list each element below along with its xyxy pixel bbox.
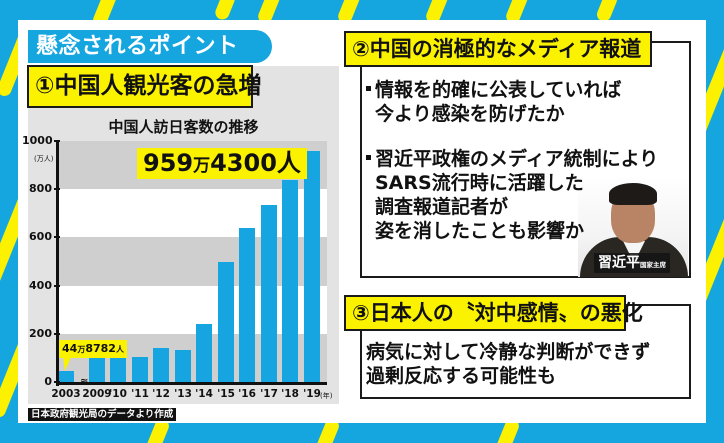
photo-caption: 習近平国家主席: [594, 253, 670, 273]
x-tick-label: '14: [195, 388, 213, 400]
y-tick-mark: [54, 140, 60, 142]
callout-pointer: [63, 357, 71, 371]
bullet-item: 情報を的確に公表していれば 今より感染を防げたか: [366, 78, 621, 126]
y-tick-label: 1000: [22, 134, 53, 147]
axis-break-icon: ≈: [80, 376, 89, 387]
callout-unit: 人: [115, 345, 124, 354]
y-tick-mark: [54, 188, 60, 191]
chart-bar: [196, 323, 212, 382]
x-tick-label: '17: [260, 388, 278, 400]
chart-title: 中国人訪日客数の推移: [108, 118, 259, 136]
callout-latest-value: 959万4300人: [137, 148, 307, 179]
text-line: 過剰反応する可能性も: [366, 365, 557, 387]
text-line: 病気に対して冷静な判断ができず: [366, 341, 651, 363]
photo-hair: [609, 183, 657, 205]
page-title: 懸念されるポイント: [28, 30, 272, 63]
y-tick-mark: [54, 284, 60, 287]
y-tick-mark: [54, 332, 60, 335]
callout-number: 4300: [210, 149, 277, 177]
caption-title: 国家主席: [640, 261, 666, 269]
x-tick-label: '13: [174, 388, 192, 400]
person-photo: 習近平国家主席: [578, 175, 688, 277]
x-tick-label: '15: [217, 388, 235, 400]
caption-name: 習近平: [598, 255, 640, 271]
x-tick-label: '10: [109, 388, 127, 400]
decorative-stripe: [213, 0, 237, 22]
section3-heading: ③日本人の〝対中感情〟の悪化: [344, 295, 643, 331]
callout-unit: 人: [276, 149, 301, 177]
bullet-line: 姿を消したことも影響か: [375, 220, 585, 242]
bullet-line: 調査報道記者が: [375, 196, 509, 218]
callout-number: 8782: [85, 342, 116, 355]
callout-first-value: 44万8782人: [59, 340, 127, 358]
x-tick-label: '18: [281, 388, 299, 400]
callout-unit: 万: [77, 345, 86, 354]
y-tick-mark: [54, 236, 60, 239]
x-axis: [56, 382, 327, 385]
bullet-line: 情報を的確に公表していれば: [375, 79, 622, 101]
chart-bar: [58, 371, 74, 382]
y-tick-label: 200: [29, 326, 52, 340]
chart-bar: [153, 347, 169, 382]
bullet-item: 習近平政権のメディア統制により SARS流行時に活躍した 調査報道記者が 姿を消…: [366, 147, 658, 243]
x-axis-unit: (年): [320, 392, 333, 400]
chart-bar: [89, 357, 105, 382]
chart-bar: [175, 350, 191, 382]
chart-bar: [282, 180, 298, 382]
y-tick-label: 0: [44, 375, 52, 388]
bullet-icon: [366, 155, 371, 160]
callout-number: 44: [62, 342, 78, 355]
y-tick-label: 400: [29, 278, 52, 292]
callout-number: 959: [143, 149, 194, 177]
x-tick-label: '11: [131, 388, 149, 400]
section3-text: 病気に対して冷静な判断ができず 過剰反応する可能性も: [366, 340, 650, 388]
y-tick-mark: [54, 381, 60, 383]
bullet-line: 習近平政権のメディア統制により: [375, 148, 659, 170]
x-tick-label: '12: [152, 388, 170, 400]
y-tick-label: 800: [29, 182, 52, 196]
chart-bar: [261, 204, 277, 382]
chart-bar: [218, 261, 234, 382]
callout-unit: 万: [193, 156, 211, 176]
data-source-label: 日本政府観光局のデータより作成: [28, 408, 177, 421]
section2-heading: ②中国の消極的なメディア報道: [344, 31, 652, 67]
chart-bar: [239, 228, 255, 382]
bullet-icon: [366, 86, 371, 91]
y-axis-unit: (万人): [34, 155, 54, 163]
x-tick-label: '19: [303, 388, 321, 400]
bullet-line: 今より感染を防げたか: [375, 103, 565, 125]
section1-heading: ①中国人観光客の急増: [27, 65, 261, 108]
chart-bar: [304, 150, 320, 382]
y-tick-label: 600: [29, 230, 52, 244]
y-axis: [56, 141, 59, 386]
x-tick-label: '16: [238, 388, 256, 400]
bullet-line: SARS流行時に活躍した: [375, 172, 584, 194]
chart-bar: [132, 356, 148, 382]
x-tick-label: 2009: [82, 388, 112, 400]
x-tick-label: 2003: [51, 388, 81, 400]
